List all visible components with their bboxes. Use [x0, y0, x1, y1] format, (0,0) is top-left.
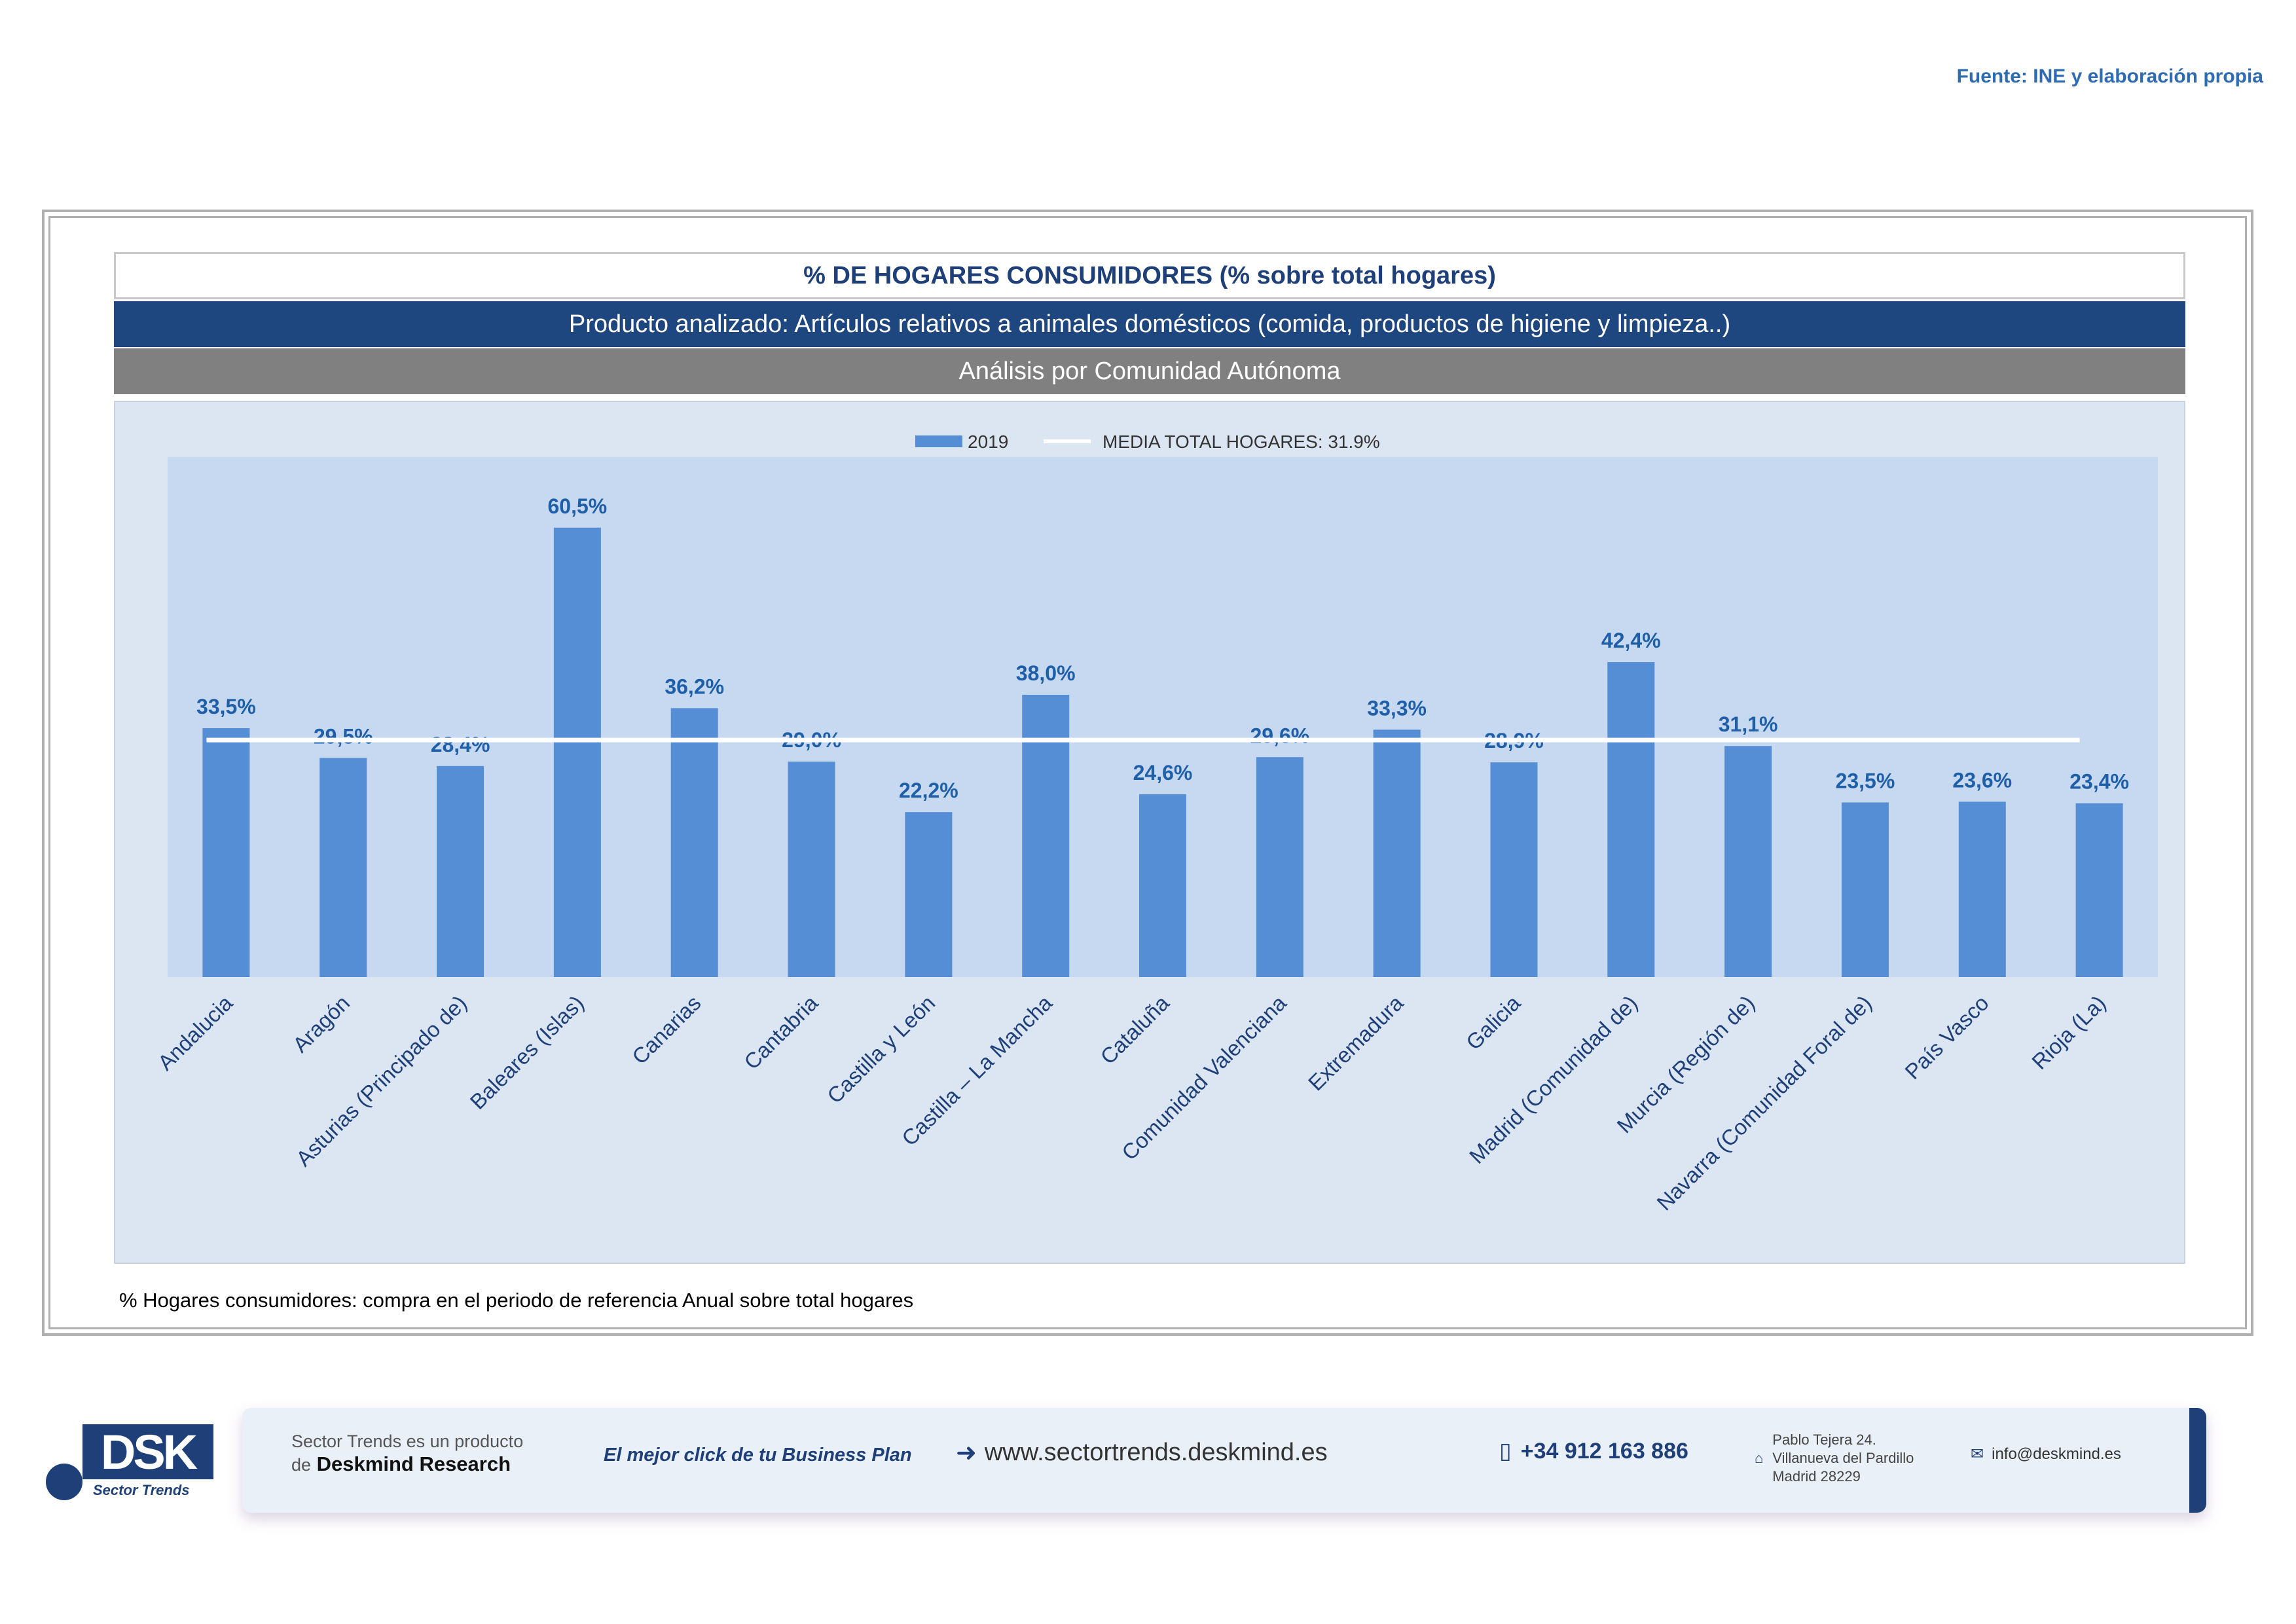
- banner-brand-prefix: de: [291, 1455, 312, 1475]
- dsk-logo: DSK Sector Trends: [46, 1424, 216, 1503]
- product-header: Producto analizado: Artículos relativos …: [114, 301, 2185, 347]
- banner-slogan: El mejor click de tu Business Plan: [604, 1445, 912, 1466]
- logo-subtitle: Sector Trends: [93, 1482, 190, 1498]
- address-line-2: Villanueva del Pardillo: [1772, 1450, 1914, 1466]
- data-label: 23,4%: [2069, 770, 2129, 794]
- bar: [1724, 746, 1772, 977]
- bar: [1139, 794, 1186, 977]
- bar: [553, 527, 601, 977]
- outer-frame: [42, 210, 2253, 1336]
- x-tick-label: Cantabria: [739, 990, 823, 1074]
- x-tick-label: Aragón: [288, 991, 354, 1057]
- x-tick-label: Andalucia: [153, 990, 238, 1075]
- legend-bar-label: 2019: [968, 432, 1008, 452]
- banner-phone[interactable]: ▯ +34 912 163 886: [1499, 1438, 1688, 1464]
- x-tick-label: País Vasco: [1900, 991, 1993, 1084]
- bar: [1022, 694, 1070, 977]
- source-note: Fuente: INE y elaboración propia: [1956, 65, 2263, 87]
- banner-accent: [2189, 1408, 2206, 1513]
- home-icon: ⌂: [1755, 1450, 1764, 1466]
- bar: [1841, 802, 1889, 977]
- chart-area: 2019 MEDIA TOTAL HOGARES: 31.9% 33,5% Andal…: [114, 401, 2185, 1264]
- data-label: 29,5%: [314, 724, 373, 748]
- bar: [1958, 802, 2006, 977]
- bar: [670, 708, 718, 977]
- data-label: 38,0%: [1016, 661, 1076, 685]
- x-tick-label: Castilla y León: [822, 991, 939, 1108]
- x-tick-label: Navarra (Comunidad Foral de): [1652, 991, 1876, 1215]
- banner-product-line: Sector Trends es un producto: [291, 1431, 524, 1451]
- bar: [788, 762, 835, 977]
- phone-number[interactable]: +34 912 163 886: [1520, 1438, 1688, 1464]
- x-tick-label: Baleares (Islas): [465, 991, 589, 1114]
- legend-bar-swatch: [915, 435, 962, 447]
- x-tick-label: Cataluña: [1095, 990, 1174, 1069]
- bar: [905, 812, 953, 977]
- phone-icon: ▯: [1499, 1439, 1512, 1464]
- x-tick-label: Galicia: [1461, 990, 1525, 1054]
- bar: [1607, 662, 1655, 977]
- data-label: 33,3%: [1367, 696, 1427, 720]
- data-label: 23,5%: [1836, 769, 1895, 792]
- banner-website[interactable]: ➜ www.sectortrends.deskmind.es: [956, 1438, 1328, 1467]
- email-link[interactable]: info@deskmind.es: [1992, 1445, 2121, 1463]
- data-label: 23,6%: [1952, 768, 2012, 792]
- data-label: 29,6%: [1250, 724, 1309, 747]
- inner-frame: [48, 216, 2247, 1329]
- bar: [1256, 757, 1303, 977]
- bar-chart: 2019 MEDIA TOTAL HOGARES: 31.9% 33,5% Andal…: [153, 432, 2158, 1215]
- data-label: 24,6%: [1133, 761, 1193, 784]
- bar: [1490, 762, 1538, 977]
- footnote: % Hogares consumidores: compra en el per…: [119, 1289, 914, 1312]
- mail-icon: ✉: [1971, 1445, 1984, 1463]
- data-label: 36,2%: [665, 674, 724, 698]
- address-line-3: Madrid 28229: [1772, 1468, 1861, 1485]
- data-label: 31,1%: [1719, 712, 1778, 736]
- data-label: 60,5%: [548, 494, 608, 518]
- banner-brand: Deskmind Research: [316, 1452, 511, 1475]
- banner-brand-line: de Deskmind Research: [291, 1452, 511, 1476]
- x-tick-label: Rioja (La): [2027, 991, 2110, 1074]
- x-tick-label: Extremadura: [1303, 990, 1408, 1095]
- x-tick-label: Canarias: [627, 991, 706, 1069]
- bar: [202, 728, 250, 977]
- website-link[interactable]: www.sectortrends.deskmind.es: [984, 1439, 1328, 1466]
- logo-text: DSK: [82, 1424, 213, 1479]
- data-label: 42,4%: [1601, 629, 1661, 652]
- bar: [319, 758, 367, 977]
- analysis-header: Análisis por Comunidad Autónoma: [114, 348, 2185, 394]
- legend-line-label: MEDIA TOTAL HOGARES: 31.9%: [1102, 432, 1380, 452]
- rocket-icon: [46, 1464, 82, 1500]
- bar: [1373, 729, 1421, 977]
- data-label: 33,5%: [196, 695, 256, 718]
- chart-title: % DE HOGARES CONSUMIDORES (% sobre total…: [114, 252, 2185, 299]
- banner-email[interactable]: ✉ info@deskmind.es: [1971, 1445, 2121, 1464]
- address-line-1: Pablo Tejera 24.: [1772, 1431, 1876, 1448]
- arrow-in-icon: ➜: [956, 1439, 977, 1467]
- data-label: 22,2%: [899, 779, 958, 802]
- footer-banner: [242, 1408, 2206, 1513]
- banner-address: ⌂ Pablo Tejera 24. Villanueva del Pardil…: [1755, 1431, 1914, 1486]
- bar: [437, 766, 484, 977]
- data-label: 28,4%: [431, 733, 490, 756]
- bar: [2075, 803, 2123, 977]
